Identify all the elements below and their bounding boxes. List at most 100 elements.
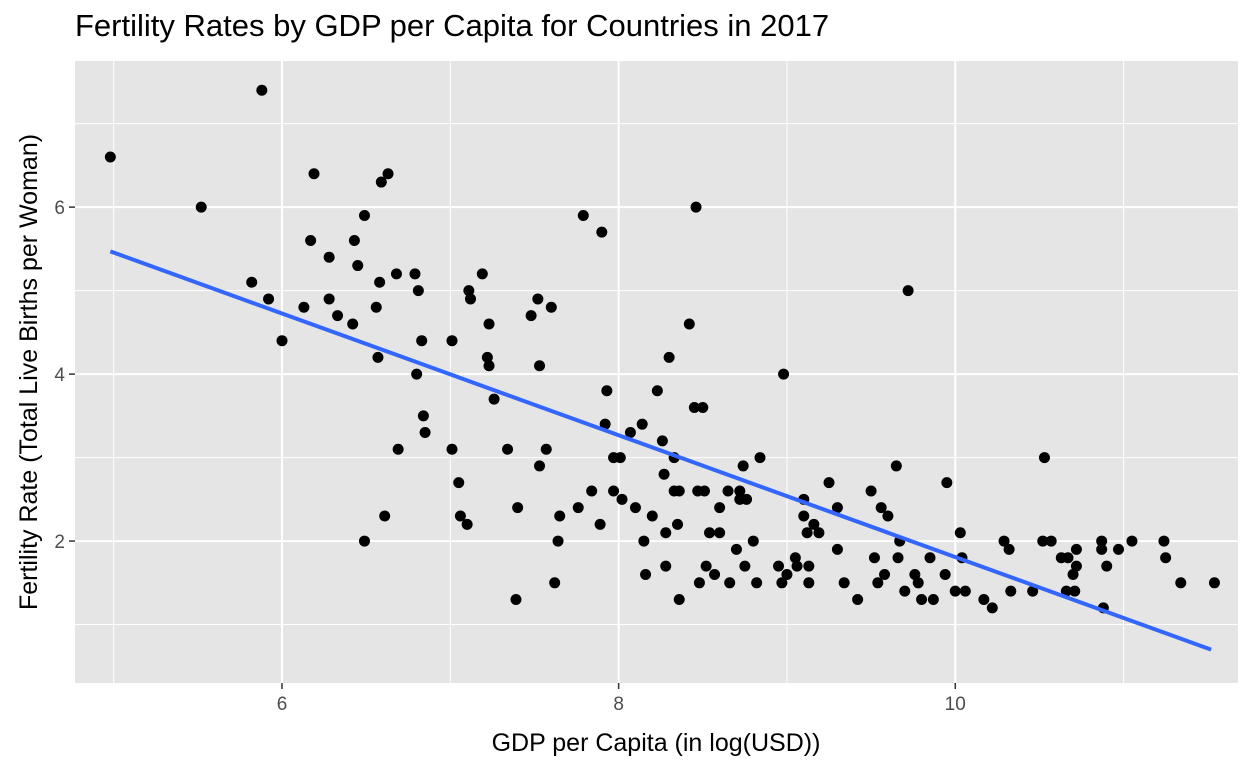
data-point (465, 293, 477, 305)
data-point (1160, 552, 1172, 564)
data-point (596, 226, 608, 238)
data-point (751, 577, 763, 589)
chart-title: Fertility Rates by GDP per Capita for Co… (75, 8, 830, 43)
data-point (545, 301, 557, 313)
data-point (454, 510, 466, 522)
data-point (347, 318, 359, 330)
data-point (776, 577, 788, 589)
data-point (624, 427, 636, 439)
data-points (104, 84, 1220, 614)
data-point (409, 268, 421, 280)
data-point (773, 560, 785, 572)
data-point (577, 209, 589, 221)
data-point (276, 335, 288, 347)
data-point (549, 577, 561, 589)
data-point (246, 276, 258, 288)
data-point (1069, 585, 1081, 597)
data-point (660, 527, 672, 539)
data-point (646, 510, 658, 522)
data-point (927, 594, 939, 606)
data-point (461, 518, 473, 530)
data-point (879, 568, 891, 580)
data-point (658, 468, 670, 480)
data-point (488, 393, 500, 405)
data-point (734, 485, 746, 497)
data-point (803, 560, 815, 572)
data-point (512, 502, 524, 514)
data-point (690, 201, 702, 213)
data-point (1070, 560, 1082, 572)
data-point (704, 527, 716, 539)
data-point (476, 268, 488, 280)
data-point (875, 502, 887, 514)
data-point (453, 477, 465, 489)
data-point (1037, 535, 1049, 547)
data-point (390, 268, 402, 280)
data-point (195, 201, 207, 213)
x-tick-label: 10 (945, 694, 966, 715)
data-point (939, 568, 951, 580)
y-tick-label: 4 (54, 365, 65, 386)
data-point (483, 360, 495, 372)
data-point (1062, 552, 1074, 564)
data-point (1126, 535, 1138, 547)
data-point (899, 585, 911, 597)
x-axis-title: GDP per Capita (in log(USD)) (492, 729, 821, 757)
data-point (483, 318, 495, 330)
data-point (534, 360, 546, 372)
data-point (1045, 535, 1057, 547)
data-point (673, 594, 685, 606)
data-point (865, 485, 877, 497)
data-point (608, 485, 620, 497)
data-point (651, 385, 663, 397)
data-point (540, 443, 552, 455)
data-point (730, 543, 742, 555)
data-point (481, 351, 493, 363)
data-point (791, 560, 803, 572)
data-point (372, 351, 384, 363)
data-point (709, 568, 721, 580)
data-point (954, 527, 966, 539)
data-point (1067, 568, 1079, 580)
data-point (741, 493, 753, 505)
data-point (754, 452, 766, 464)
data-point (838, 577, 850, 589)
data-point (663, 351, 675, 363)
data-point (332, 310, 344, 322)
y-tick-label: 2 (54, 532, 65, 553)
y-axis: 2 4 6 (54, 198, 75, 553)
data-point (534, 460, 546, 472)
data-point (808, 518, 820, 530)
data-point (1070, 543, 1082, 555)
x-axis: 6 8 10 (277, 683, 966, 715)
data-point (978, 594, 990, 606)
data-point (998, 535, 1010, 547)
x-tick-label: 6 (277, 694, 288, 715)
trend-line (109, 249, 1212, 652)
data-point (525, 310, 537, 322)
data-point (823, 477, 835, 489)
data-point (375, 176, 387, 188)
data-point (683, 318, 695, 330)
data-point (463, 285, 475, 297)
data-point (1005, 585, 1017, 597)
data-point (700, 560, 712, 572)
data-point (1003, 543, 1015, 555)
data-point (714, 502, 726, 514)
data-point (986, 602, 998, 614)
data-point (778, 368, 790, 380)
data-point (510, 594, 522, 606)
y-tick-label: 6 (54, 198, 65, 219)
data-point (1158, 535, 1170, 547)
data-point (714, 527, 726, 539)
data-point (813, 527, 825, 539)
data-point (599, 418, 611, 430)
data-point (912, 577, 924, 589)
data-point (688, 401, 700, 413)
data-point (697, 401, 709, 413)
data-point (374, 276, 386, 288)
data-point (1113, 543, 1125, 555)
data-point (532, 293, 544, 305)
data-point (924, 552, 936, 564)
data-point (370, 301, 382, 313)
